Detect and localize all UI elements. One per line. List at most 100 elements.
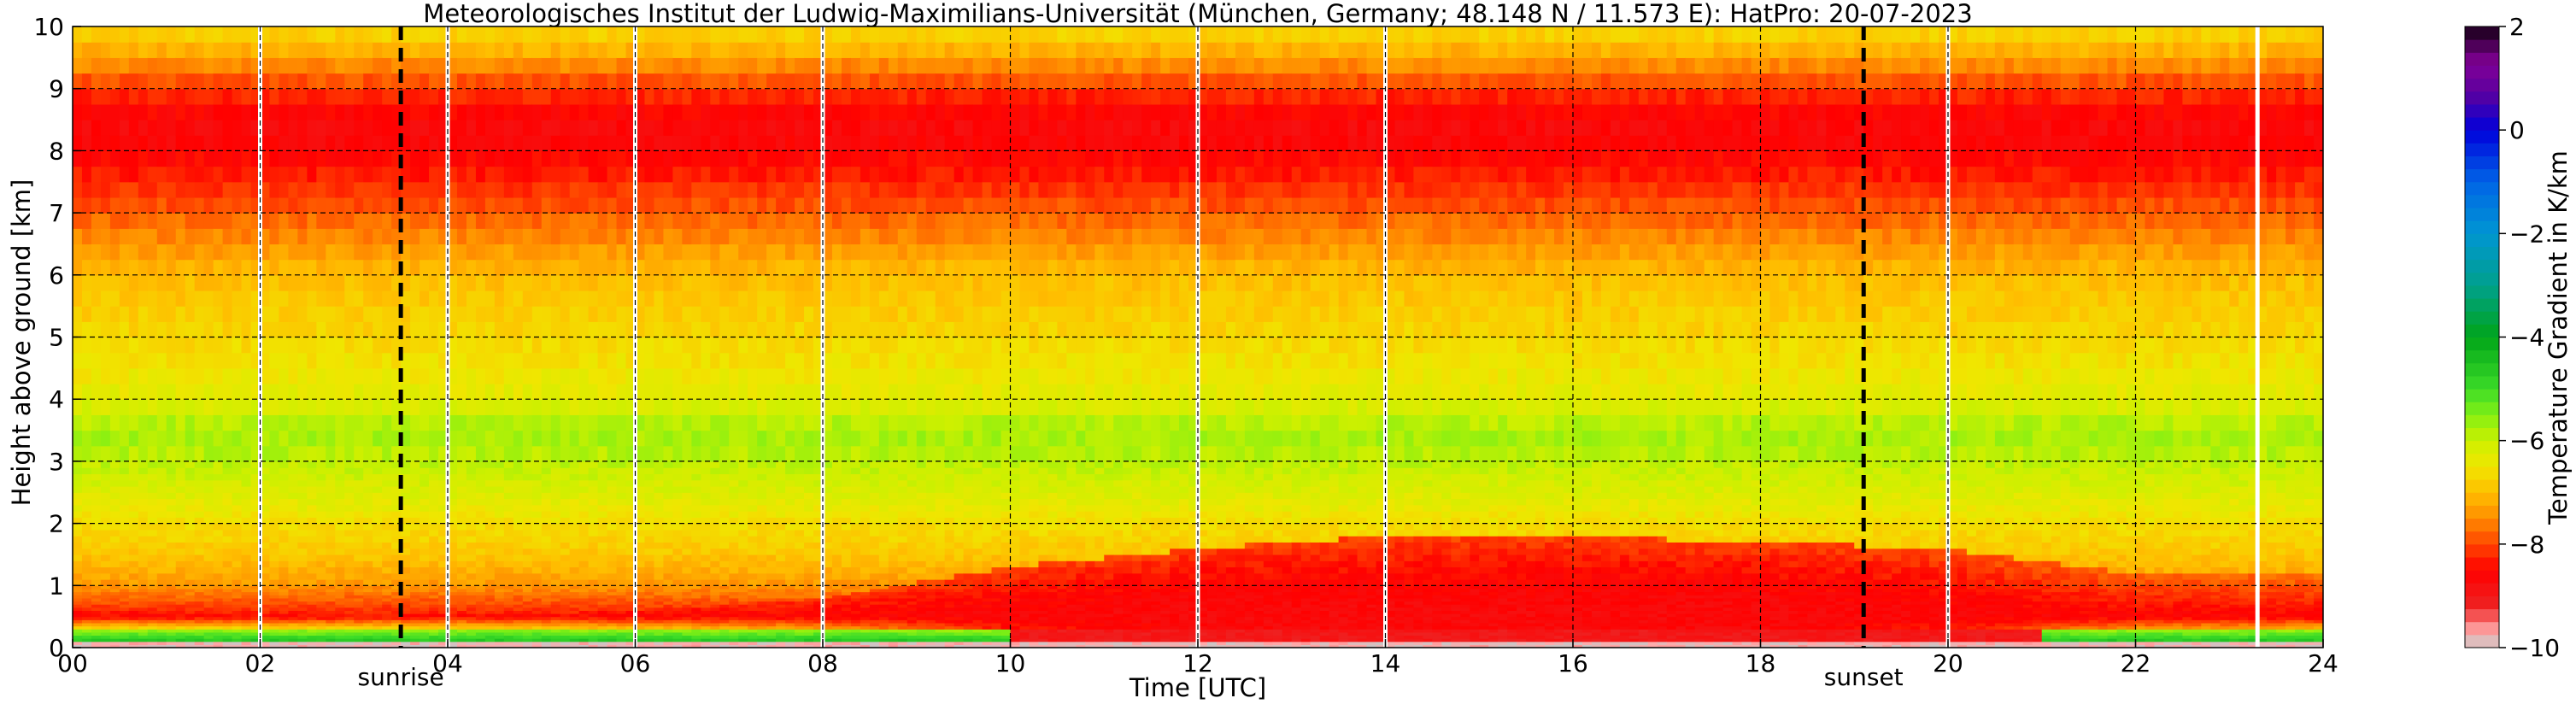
- heatmap-cell: [232, 644, 243, 648]
- heatmap-cell: [100, 479, 111, 487]
- heatmap-cell: [429, 384, 439, 400]
- heatmap-cell: [607, 629, 618, 633]
- heatmap-cell: [616, 26, 627, 43]
- heatmap-cell: [663, 213, 673, 229]
- heatmap-cell: [522, 572, 533, 580]
- heatmap-cell: [710, 613, 720, 618]
- heatmap-cell: [513, 57, 524, 74]
- heatmap-cell: [288, 135, 299, 151]
- heatmap-cell: [748, 274, 758, 291]
- heatmap-cell: [213, 604, 224, 608]
- heatmap-cell: [232, 542, 243, 549]
- heatmap-cell: [297, 485, 308, 493]
- heatmap-cell: [494, 585, 505, 590]
- heatmap-cell: [138, 585, 149, 590]
- heatmap-cell: [241, 644, 252, 648]
- heatmap-cell: [307, 631, 317, 637]
- heatmap-cell: [185, 367, 196, 384]
- heatmap-cell: [503, 607, 514, 611]
- heatmap-cell: [138, 228, 149, 245]
- heatmap-cell: [484, 529, 496, 537]
- heatmap-cell: [420, 290, 430, 307]
- heatmap-cell: [429, 529, 439, 537]
- heatmap-cell: [663, 367, 673, 384]
- heatmap-cell: [456, 42, 467, 58]
- heatmap-cell: [475, 635, 486, 639]
- heatmap-cell: [354, 461, 364, 468]
- heatmap-cell: [269, 473, 280, 481]
- heatmap-cell: [222, 306, 233, 322]
- heatmap-cell: [203, 595, 214, 599]
- heatmap-cell: [597, 629, 608, 633]
- heatmap-cell: [138, 595, 149, 599]
- heatmap-cell: [382, 597, 392, 602]
- heatmap-cell: [625, 604, 637, 608]
- heatmap-cell: [607, 635, 618, 639]
- heatmap-cell: [307, 492, 317, 500]
- heatmap-cell: [232, 604, 243, 608]
- heatmap-cell: [222, 243, 233, 261]
- heatmap-cell: [513, 26, 524, 43]
- heatmap-cell: [701, 414, 711, 431]
- heatmap-cell: [748, 548, 758, 555]
- heatmap-cell: [147, 150, 158, 167]
- heatmap-cell: [550, 579, 561, 586]
- heatmap-cell: [531, 321, 543, 338]
- heatmap-cell: [531, 610, 543, 614]
- heatmap-cell: [147, 641, 158, 645]
- heatmap-cell: [597, 445, 608, 462]
- heatmap-cell: [663, 616, 673, 620]
- heatmap-cell: [194, 511, 205, 518]
- heatmap-cell: [73, 430, 83, 447]
- heatmap-cell: [748, 638, 758, 642]
- heatmap-cell: [222, 290, 233, 307]
- heatmap-cell: [354, 610, 364, 614]
- heatmap-cell: [269, 641, 280, 645]
- heatmap-cell: [410, 566, 420, 574]
- heatmap-cell: [484, 610, 496, 614]
- heatmap-cell: [550, 213, 561, 229]
- heatmap-cell: [344, 290, 355, 307]
- heatmap-cell: [119, 485, 130, 493]
- heatmap-cell: [222, 591, 233, 595]
- heatmap-cell: [710, 492, 720, 500]
- heatmap-cell: [691, 631, 701, 637]
- heatmap-cell: [541, 629, 552, 633]
- heatmap-cell: [213, 479, 224, 487]
- heatmap-cell: [513, 610, 524, 614]
- heatmap-cell: [81, 384, 92, 400]
- heatmap-cell: [541, 430, 552, 447]
- heatmap-cell: [588, 595, 599, 599]
- heatmap-cell: [326, 166, 336, 183]
- heatmap-cell: [147, 591, 158, 595]
- heatmap-cell: [326, 399, 336, 415]
- heatmap-cell: [119, 591, 130, 595]
- heatmap-cell: [625, 479, 637, 487]
- heatmap-cell: [185, 616, 196, 620]
- heatmap-cell: [410, 554, 420, 561]
- heatmap-cell: [269, 26, 280, 43]
- heatmap-cell: [166, 601, 177, 605]
- heatmap-cell: [401, 103, 411, 120]
- heatmap-cell: [279, 384, 290, 400]
- heatmap-cell: [109, 243, 120, 261]
- heatmap-cell: [109, 625, 120, 630]
- heatmap-cell: [429, 604, 439, 608]
- heatmap-cell: [654, 607, 665, 611]
- heatmap-cell: [635, 197, 646, 214]
- heatmap-cell: [503, 635, 514, 639]
- heatmap-cell: [607, 517, 618, 525]
- heatmap-cell: [128, 597, 139, 602]
- heatmap-cell: [429, 166, 439, 183]
- heatmap-cell: [279, 616, 290, 620]
- heatmap-cell: [166, 274, 177, 291]
- heatmap-cell: [484, 243, 496, 261]
- heatmap-cell: [166, 367, 177, 384]
- heatmap-cell: [109, 473, 120, 481]
- heatmap-cell: [663, 542, 673, 549]
- heatmap-cell: [701, 585, 711, 590]
- heatmap-cell: [757, 595, 767, 599]
- heatmap-cell: [438, 467, 449, 475]
- heatmap-cell: [448, 511, 458, 518]
- heatmap-cell: [710, 536, 720, 543]
